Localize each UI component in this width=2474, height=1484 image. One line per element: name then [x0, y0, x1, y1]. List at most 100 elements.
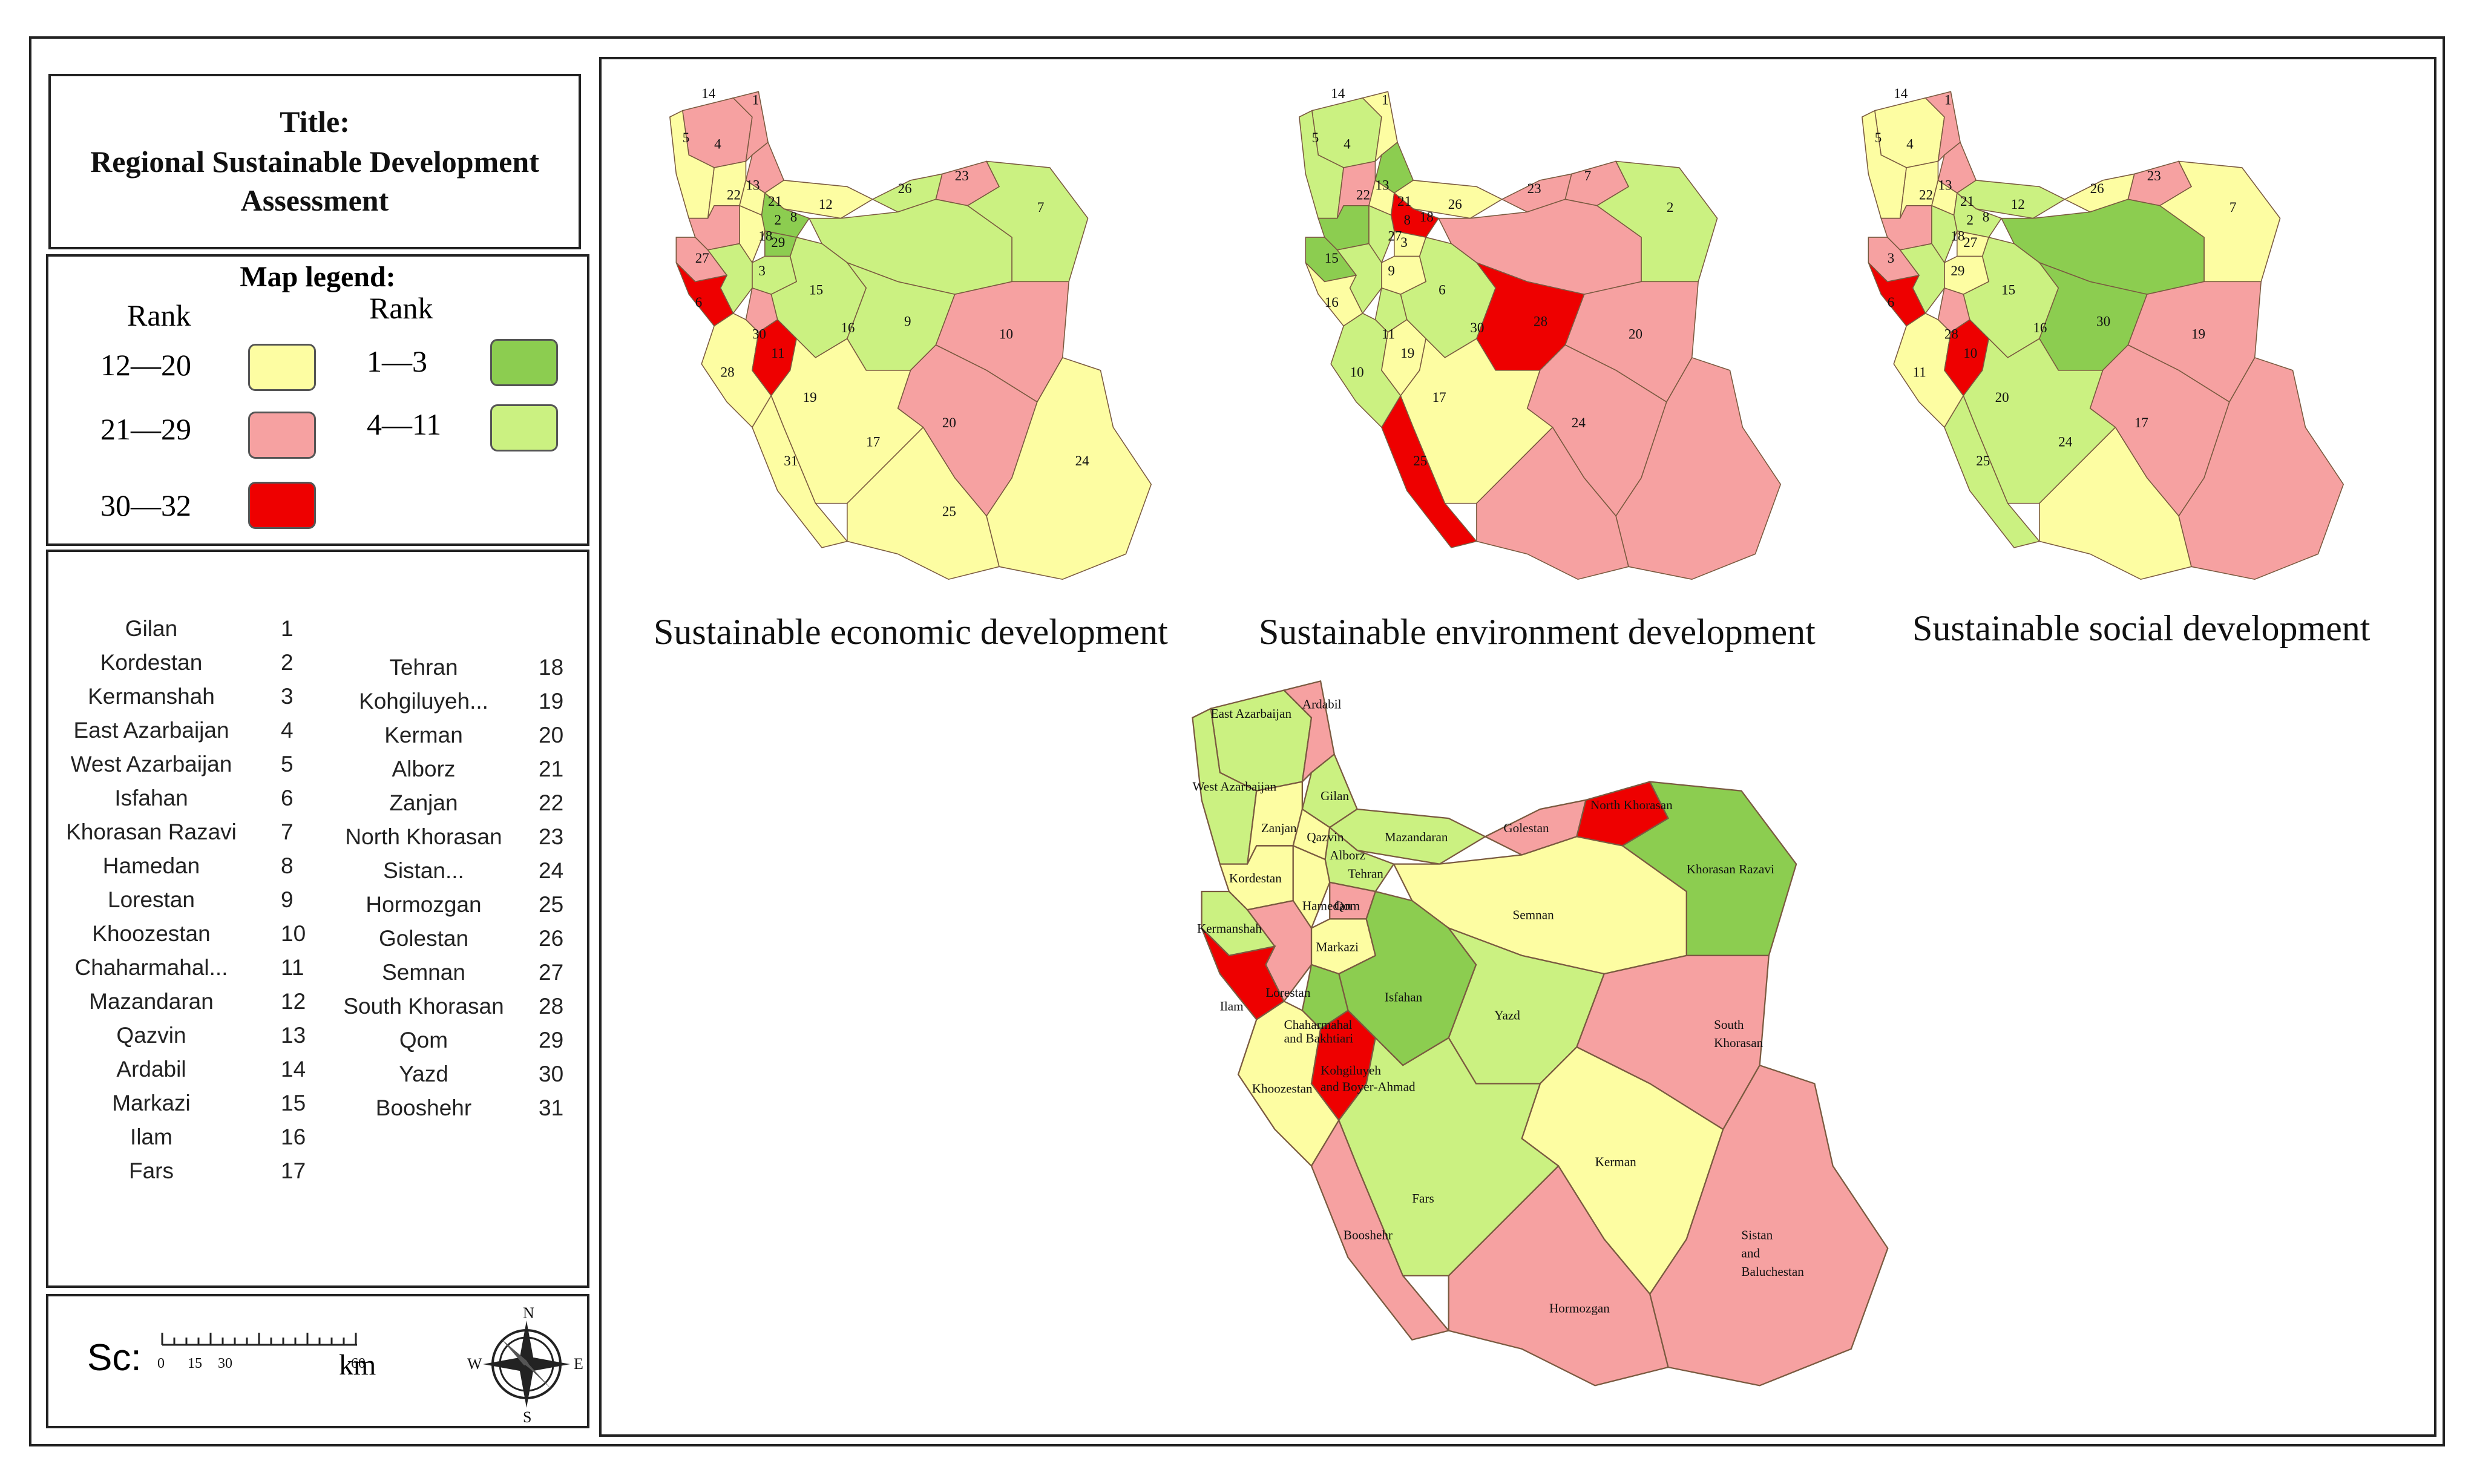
province-list-name: Tehran — [389, 655, 458, 680]
map-label: 10 — [1963, 345, 1977, 361]
map-label: Hamedan — [1302, 898, 1351, 913]
map-label: 10 — [999, 326, 1013, 342]
map-label: 22 — [727, 186, 741, 202]
map-label: Semnan — [1513, 907, 1555, 922]
map-label: 15 — [1325, 250, 1339, 266]
map-label: 19 — [2191, 326, 2205, 342]
map-label: 22 — [1356, 186, 1370, 202]
province-list-number: 17 — [281, 1158, 306, 1183]
map-label: Alborz — [1330, 848, 1365, 862]
map-label: 17 — [2134, 415, 2148, 430]
map-label: 25 — [1413, 453, 1427, 468]
title-line-2: Regional Sustainable Development — [90, 145, 539, 179]
map-label: 21 — [1397, 193, 1411, 209]
map-label: 18 — [1420, 209, 1434, 225]
province-list-number: 29 — [539, 1028, 564, 1052]
province-list-name: Fars — [129, 1158, 174, 1183]
province-list-name: East Azarbaijan — [73, 718, 229, 743]
map-label: 29 — [1951, 263, 1964, 278]
map-label: Qazvin — [1307, 830, 1344, 844]
map-label: 23 — [955, 168, 969, 183]
province-il — [1201, 927, 1285, 1021]
province-list-number: 11 — [281, 955, 304, 980]
province-list-number: 5 — [281, 752, 294, 776]
map-label: 24 — [2058, 433, 2073, 449]
map-label: Booshehr — [1344, 1227, 1393, 1242]
legend-swatch-red — [248, 482, 316, 529]
map-label: 22 — [1919, 186, 1933, 202]
title-label: Title: — [280, 105, 350, 139]
province-list-name: Alborz — [392, 757, 456, 781]
map-label: Baluchestan — [1741, 1264, 1804, 1279]
map-label: 4 — [1906, 136, 1914, 152]
map-label: 27 — [1963, 234, 1977, 250]
province-list-number: 26 — [539, 926, 564, 951]
province-list-number: 21 — [539, 757, 564, 781]
map-label: 20 — [1995, 389, 2009, 405]
scale-unit: km — [339, 1349, 376, 1381]
map-label: Markazi — [1316, 939, 1359, 954]
province-list-name: Lorestan — [108, 887, 195, 912]
province-list-name: Kerman — [384, 723, 463, 747]
map-label: Khorasan — [1714, 1036, 1763, 1050]
map-label: Zanjan — [1261, 821, 1297, 835]
map-label: 23 — [2147, 168, 2161, 183]
scale-compass-panel: Sc: 0 15 30 60 km N S W E — [46, 1294, 589, 1428]
map-label: 16 — [1325, 294, 1339, 310]
map-label: 30 — [1470, 320, 1484, 335]
map-label: Khorasan Razavi — [1687, 862, 1774, 876]
rank-header-right: Rank — [369, 291, 433, 325]
map-label: 24 — [1075, 453, 1090, 468]
compass-s: S — [523, 1408, 531, 1423]
map-label: 1 — [1382, 91, 1389, 107]
map-label: 7 — [1584, 168, 1592, 183]
map-label: Khoozestan — [1252, 1082, 1313, 1096]
legend-range-12-20: 12—20 — [100, 348, 191, 382]
map-label: 8 — [1404, 212, 1411, 228]
province-fa — [1400, 337, 1554, 504]
scale-bar: 0 15 30 60 — [157, 1333, 366, 1371]
map-label: 26 — [2090, 180, 2104, 196]
province-list-number: 25 — [539, 892, 564, 917]
map-label: Isfahan — [1385, 990, 1423, 1004]
province-sb — [1615, 356, 1782, 580]
map-label: 26 — [1448, 196, 1462, 212]
map-label: North Khorasan — [1590, 798, 1673, 812]
province-list-name: Chaharmahal... — [74, 955, 228, 980]
province-list-name: Khorasan Razavi — [66, 819, 237, 844]
province-list-name: Isfahan — [114, 786, 188, 810]
map-label: Qom — [1334, 898, 1360, 913]
legend-range-21-29: 21—29 — [100, 412, 191, 446]
map-label: Gilan — [1321, 789, 1349, 803]
map-label: 15 — [809, 281, 823, 297]
map-label: 13 — [1375, 177, 1389, 193]
map-label: Kohgiluyeh — [1321, 1063, 1381, 1077]
map-label: 18 — [758, 228, 772, 243]
province-list-name: Qom — [399, 1028, 448, 1052]
province-list-name: Yazd — [399, 1062, 448, 1086]
map-label: 12 — [819, 196, 833, 212]
province-list-number: 6 — [281, 786, 294, 810]
map-label: Hormozgan — [1549, 1301, 1610, 1315]
compass-n: N — [523, 1304, 534, 1322]
map-label: 18 — [1951, 228, 1964, 243]
province-list-name: Sistan... — [383, 858, 464, 883]
province-sb — [1649, 1064, 1889, 1387]
province-list-number: 2 — [281, 650, 294, 675]
province-list-panel: Gilan 1 Kordestan 2 Kermanshah 3 East Azarbaij… — [46, 550, 589, 1288]
province-fa — [1963, 337, 2116, 504]
map-label: 2 — [1667, 199, 1674, 215]
province-list-name: Gilan — [125, 616, 178, 641]
map-label: 5 — [1875, 130, 1882, 145]
rank-header-left: Rank — [127, 298, 191, 332]
compass-e: E — [574, 1355, 583, 1373]
scale-prefix: Sc: — [87, 1337, 142, 1379]
province-il — [1305, 262, 1363, 327]
title-panel: Title: Regional Sustainable Development … — [48, 74, 581, 249]
map-label: Kordestan — [1229, 871, 1282, 885]
map-label: 19 — [803, 389, 817, 405]
map-label: 30 — [2096, 314, 2110, 329]
province-list-number: 3 — [281, 684, 294, 709]
map-label: Kermanshah — [1197, 921, 1262, 936]
